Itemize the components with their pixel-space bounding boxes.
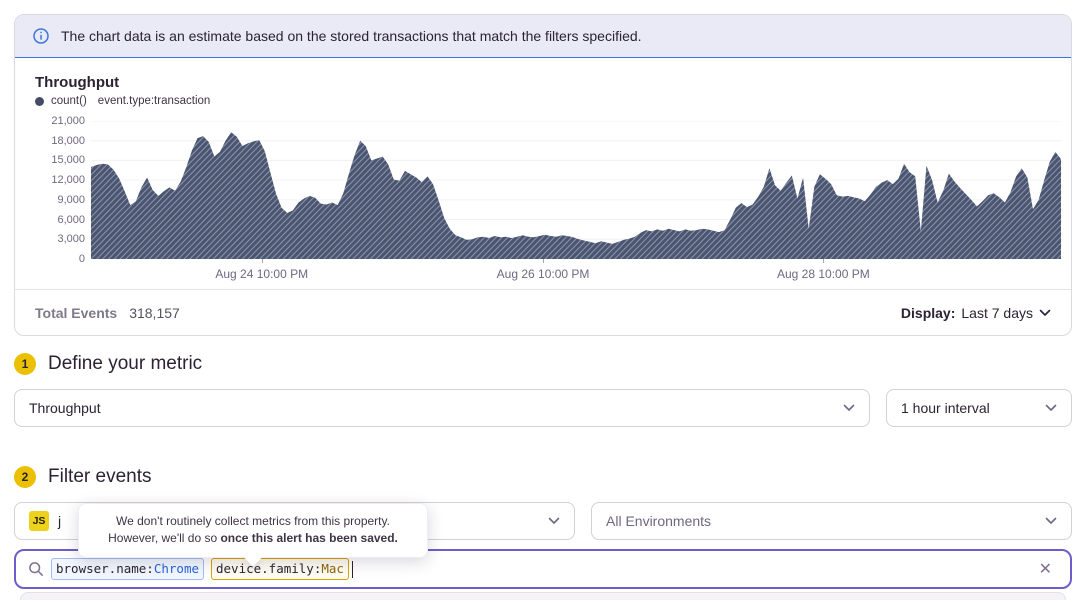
- legend-metric: count(): [51, 95, 87, 107]
- clear-search-icon[interactable]: ✕: [1038, 561, 1052, 578]
- y-tick-label: 6,000: [57, 213, 85, 226]
- metric-select[interactable]: Throughput: [14, 389, 870, 427]
- x-tick-mark: [823, 259, 825, 263]
- interval-select[interactable]: 1 hour interval: [886, 389, 1072, 427]
- metric-row: Throughput 1 hour interval: [14, 389, 1072, 427]
- y-tick-label: 9,000: [57, 193, 85, 206]
- x-tick-label: Aug 28 10:00 PM: [776, 267, 870, 281]
- plot-wrap: 0 3,000 6,000 9,000 12,000 15,000 18,000 21,000…: [35, 115, 1061, 289]
- chevron-down-icon: [1039, 309, 1051, 316]
- y-tick-label: 0: [78, 253, 85, 265]
- environment-select[interactable]: All Environments: [591, 502, 1072, 540]
- project-select-value: j: [58, 513, 62, 529]
- display-period-dropdown[interactable]: Display: Last 7 days: [901, 305, 1051, 321]
- search-icon: [29, 562, 43, 576]
- throughput-area-chart: [91, 121, 1061, 259]
- total-events: Total Events 318,157: [35, 305, 180, 321]
- step-2-badge: 2: [14, 466, 36, 488]
- metric-select-value: Throughput: [29, 400, 101, 416]
- chart-title: Throughput: [35, 74, 120, 91]
- section-filter-events: 2 Filter events: [14, 466, 1072, 488]
- x-axis-labels: Aug 24 10:00 PM Aug 26 10:00 PM Aug 28 10:…: [91, 259, 1061, 289]
- javascript-platform-icon: JS: [29, 511, 49, 531]
- plot-area: Aug 24 10:00 PM Aug 26 10:00 PM Aug 28 10:…: [91, 121, 1061, 289]
- filter-events-title: Filter events: [48, 466, 152, 487]
- tooltip-line1: We don't routinely collect metrics from …: [116, 514, 390, 528]
- text-cursor: [351, 560, 354, 578]
- interval-select-value: 1 hour interval: [901, 400, 990, 416]
- event-filter-search-input[interactable]: browser.name: Chrome device.family: Mac ✕: [14, 549, 1072, 589]
- step-1-badge: 1: [14, 353, 36, 375]
- chart-section: Throughput count() event.type:transactio…: [15, 58, 1071, 289]
- define-metric-title: Define your metric: [48, 353, 203, 374]
- display-value: Last 7 days: [961, 304, 1033, 321]
- x-tick-mark: [261, 259, 263, 263]
- total-events-value: 318,157: [129, 304, 180, 321]
- next-panel-top-edge: [20, 592, 1066, 600]
- chevron-down-icon: [1045, 404, 1057, 411]
- x-tick-label: Aug 26 10:00 PM: [496, 267, 590, 281]
- chevron-down-icon: [843, 404, 855, 411]
- y-axis-labels: 0 3,000 6,000 9,000 12,000 15,000 18,000 21,000: [35, 115, 91, 265]
- tooltip-line2-bold: once this alert has been saved.: [220, 531, 398, 546]
- chart-legend: count() event.type:transaction: [35, 95, 1061, 107]
- info-banner: The chart data is an estimate based on t…: [15, 15, 1071, 58]
- total-events-label: Total Events: [35, 304, 118, 321]
- search-token-device-family[interactable]: device.family: Mac: [211, 557, 349, 581]
- info-icon: [33, 28, 49, 44]
- chevron-down-icon: [548, 517, 560, 524]
- legend-filter: event.type:transaction: [97, 95, 211, 107]
- y-tick-label: 15,000: [51, 154, 85, 167]
- y-tick-label: 18,000: [51, 134, 85, 147]
- chart-footer: Total Events 318,157 Display: Last 7 day…: [15, 289, 1071, 335]
- y-tick-label: 21,000: [51, 115, 85, 127]
- search-token-browser-name[interactable]: browser.name: Chrome: [51, 557, 204, 581]
- x-tick-mark: [543, 259, 545, 263]
- section-define-metric: 1 Define your metric: [14, 353, 1072, 375]
- legend-bullet-icon: [35, 96, 44, 106]
- banner-text: The chart data is an estimate based on t…: [61, 28, 642, 44]
- tooltip-line2-prefix: However, we'll do so: [108, 531, 221, 546]
- search-token-list: browser.name: Chrome device.family: Mac: [51, 557, 1028, 581]
- metrics-tooltip: We don't routinely collect metrics from …: [78, 503, 428, 558]
- display-label: Display:: [900, 304, 956, 321]
- x-tick-label: Aug 24 10:00 PM: [215, 267, 309, 281]
- y-tick-label: 12,000: [51, 174, 85, 187]
- y-tick-label: 3,000: [57, 233, 85, 246]
- filters-area: JS j All Environments We don't routinely…: [14, 502, 1072, 589]
- chevron-down-icon: [1045, 517, 1057, 524]
- chart-card: The chart data is an estimate based on t…: [14, 14, 1072, 336]
- environment-select-value: All Environments: [606, 513, 712, 529]
